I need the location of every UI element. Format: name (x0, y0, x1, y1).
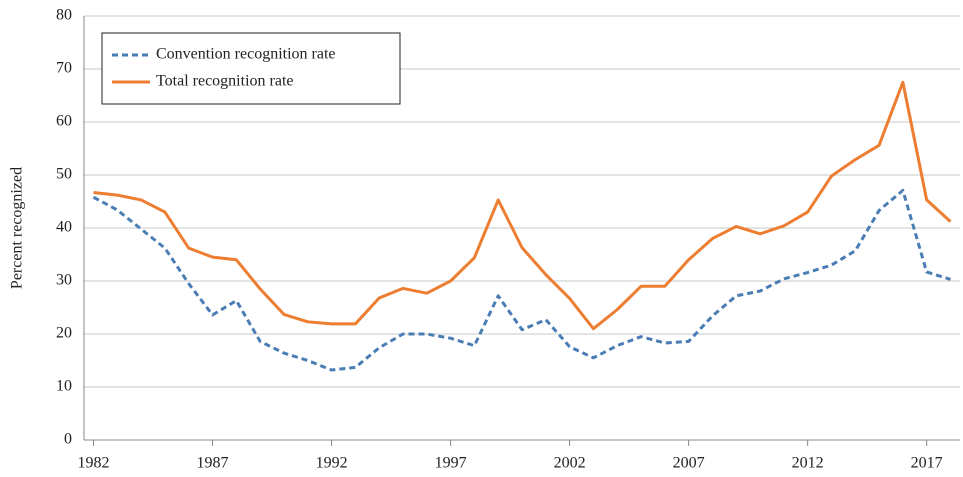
series-line (93, 80, 952, 331)
legend: Convention recognition rate Total recogni… (101, 32, 401, 105)
y-tick-label: 20 (56, 325, 72, 342)
x-tick-label: 1997 (435, 455, 467, 472)
legend-label: Total recognition rate (156, 73, 294, 90)
x-tick-label: 2017 (911, 455, 943, 472)
y-tick-label: 80 (56, 7, 72, 24)
y-axis-label: Percent recognized (9, 167, 26, 289)
y-tick-label: 30 (56, 272, 72, 289)
y-tick-label: 0 (64, 431, 72, 448)
y-tick-label: 60 (56, 113, 72, 130)
x-tick-label: 1992 (316, 455, 348, 472)
x-tick-label: 1982 (78, 455, 110, 472)
y-tick-label: 40 (56, 219, 72, 236)
y-tick-label: 70 (56, 60, 72, 77)
y-tick-label: 50 (56, 166, 72, 183)
x-tick-label: 2012 (792, 455, 824, 472)
legend-box (101, 32, 401, 105)
y-tick-label: 10 (56, 378, 72, 395)
x-tick-label: 2007 (673, 455, 705, 472)
x-tick-label: 2002 (554, 455, 586, 472)
series-line (92, 188, 951, 372)
legend-label: Convention recognition rate (156, 46, 336, 63)
x-tick-label: 1987 (197, 455, 229, 472)
